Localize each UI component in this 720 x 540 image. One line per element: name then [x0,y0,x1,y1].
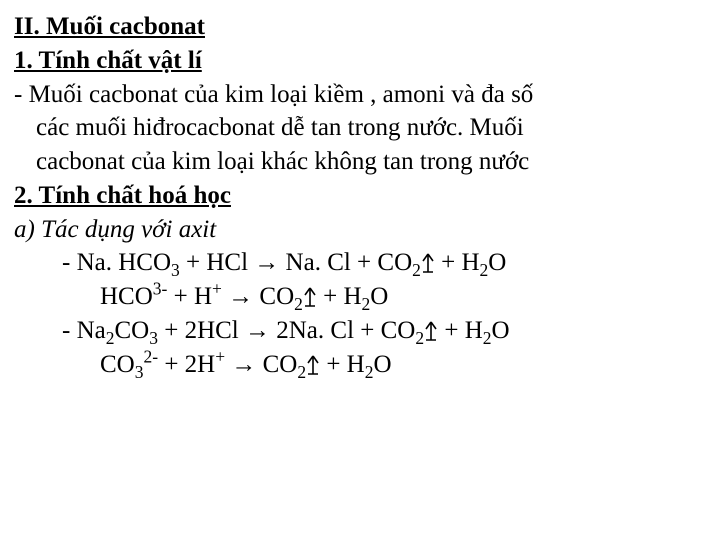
equation-3: - Na2CO3 + 2HCl → 2Na. Cl + CO2 + H2O [14,314,706,348]
eq3-mid1: CO [114,317,149,344]
eq1-sub1: 3 [171,260,180,280]
eq4-end: O [373,351,391,378]
paragraph-line2: các muối hiđrocacbonat dễ tan trong nước… [14,111,706,145]
eq1-pre: - Na. HCO [62,249,171,276]
eq3-sub2: 3 [149,328,158,348]
eq2-sup2: + [212,279,222,299]
main-heading: II. Muối cacbonat [14,10,706,44]
equation-4: CO32- + 2H+ → CO2 + H2O [14,348,706,382]
eq3-end: O [492,317,510,344]
eq1-sub3: 2 [480,260,489,280]
eq3-sub4: 2 [483,328,492,348]
section2-title: 2. Tính chất hoá học [14,179,706,213]
equation-1: - Na. HCO3 + HCl → Na. Cl + CO2 + H2O [14,246,706,280]
section1-title: 1. Tính chất vật lí [14,44,706,78]
eq1-post: + H [435,249,480,276]
eq1-mid1: + HCl → Na. Cl + CO [180,249,412,276]
eq2-sub2: 2 [362,294,371,314]
eq2-pre: HCO [100,283,153,310]
eq4-post: + H [320,351,365,378]
eq4-mid2: → CO [225,351,297,378]
eq4-sup2: + [215,346,225,366]
subsection-a: a) Tác dụng với axit [14,213,706,247]
equation-2: HCO3- + H+ → CO2 + H2O [14,280,706,314]
paragraph-line3: cacbonat của kim loại khác không tan tro… [14,145,706,179]
eq2-mid1: + H [167,283,212,310]
eq3-pre: - Na [62,317,106,344]
eq4-mid1: + 2H [158,351,215,378]
eq2-post: + H [317,283,362,310]
eq3-mid2: + 2HCl → 2Na. Cl + CO [158,317,415,344]
eq2-mid2: → CO [222,283,294,310]
paragraph-line1: - Muối cacbonat của kim loại kiềm , amon… [14,78,706,112]
eq1-end: O [488,249,506,276]
eq4-pre: CO [100,351,135,378]
eq2-end: O [370,283,388,310]
eq4-sup1: 2- [143,346,158,366]
eq3-post: + H [438,317,483,344]
eq2-sup1: 3- [153,279,168,299]
